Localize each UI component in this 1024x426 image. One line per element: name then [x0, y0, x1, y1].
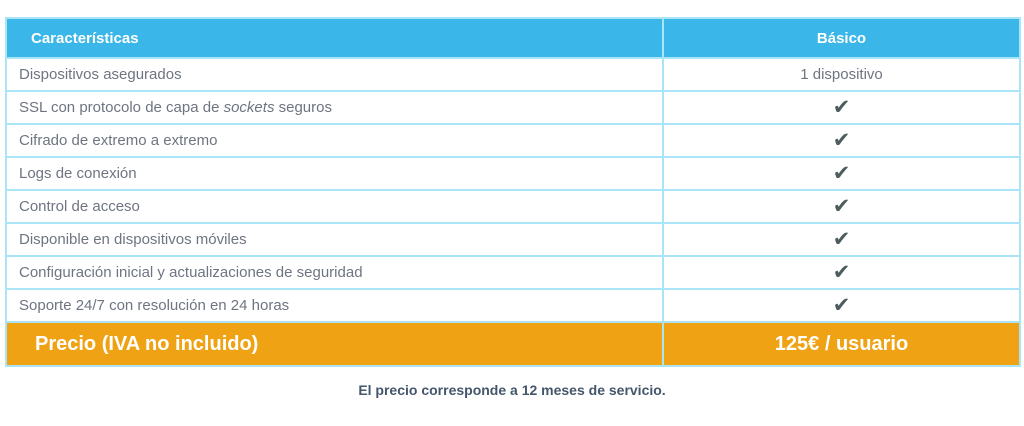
check-icon: ✔ — [832, 129, 851, 152]
feature-value-cell: ✔ — [662, 222, 1021, 257]
table-row: Logs de conexión ✔ — [5, 156, 1021, 191]
price-caption: El precio corresponde a 12 meses de serv… — [358, 382, 666, 398]
feature-value-cell: ✔ — [662, 156, 1021, 191]
header-row: Características Básico — [5, 17, 1021, 59]
feature-label-soporte: Soporte 24/7 con resolución en 24 horas — [5, 288, 664, 323]
feature-value-cell: ✔ — [662, 288, 1021, 323]
check-icon: ✔ — [832, 96, 851, 119]
pricing-table-header: Características Básico — [5, 17, 1021, 59]
price-value: 125€ / usuario — [662, 321, 1021, 367]
pricing-table-body: Dispositivos asegurados 1 dispositivo SS… — [5, 57, 1021, 323]
table-row: Cifrado de extremo a extremo ✔ — [5, 123, 1021, 158]
feature-label-moviles: Disponible en dispositivos móviles — [5, 222, 664, 257]
feature-value-text: 1 dispositivo — [662, 57, 1021, 92]
feature-value-cell: ✔ — [662, 189, 1021, 224]
feature-label-logs: Logs de conexión — [5, 156, 664, 191]
feature-label-part-italic: sockets — [223, 99, 275, 116]
table-row: Dispositivos asegurados 1 dispositivo — [5, 57, 1021, 92]
table-row: SSL con protocolo de capa de sockets seg… — [5, 90, 1021, 125]
check-icon: ✔ — [832, 162, 851, 185]
table-row: Soporte 24/7 con resolución en 24 horas … — [5, 288, 1021, 323]
feature-label-ssl: SSL con protocolo de capa de sockets seg… — [5, 90, 664, 125]
pricing-table-footer: Precio (IVA no incluido) 125€ / usuario — [5, 321, 1021, 367]
feature-label-control-acceso: Control de acceso — [5, 189, 664, 224]
check-icon: ✔ — [832, 228, 851, 251]
feature-value-cell: ✔ — [662, 123, 1021, 158]
table-row: Disponible en dispositivos móviles ✔ — [5, 222, 1021, 257]
feature-label-dispositivos-asegurados: Dispositivos asegurados — [5, 57, 664, 92]
check-icon: ✔ — [832, 195, 851, 218]
table-row: Control de acceso ✔ — [5, 189, 1021, 224]
feature-label-configuracion: Configuración inicial y actualizaciones … — [5, 255, 664, 290]
feature-label-part: SSL con protocolo de capa de — [19, 99, 224, 116]
table-row: Configuración inicial y actualizaciones … — [5, 255, 1021, 290]
column-header-caracteristicas: Características — [5, 17, 664, 59]
pricing-table: Características Básico Dispositivos aseg… — [5, 17, 1021, 367]
feature-label-part: seguros — [274, 99, 332, 116]
column-header-basico: Básico — [662, 17, 1021, 59]
check-icon: ✔ — [832, 294, 851, 317]
check-icon: ✔ — [832, 261, 851, 284]
feature-value-cell: ✔ — [662, 255, 1021, 290]
price-row: Precio (IVA no incluido) 125€ / usuario — [5, 321, 1021, 367]
feature-value-cell: ✔ — [662, 90, 1021, 125]
feature-label-cifrado: Cifrado de extremo a extremo — [5, 123, 664, 158]
price-label: Precio (IVA no incluido) — [5, 321, 664, 367]
